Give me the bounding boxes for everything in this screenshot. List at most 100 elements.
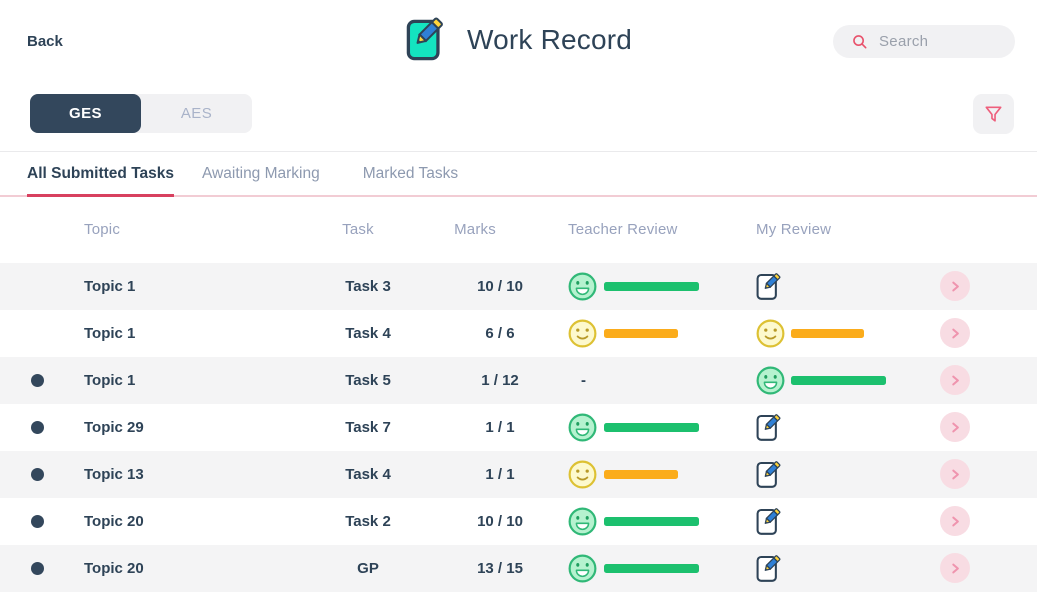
table-row[interactable]: Topic 1 Task 3 10 / 10 <box>0 263 1037 310</box>
table-row[interactable]: Topic 13 Task 4 1 / 1 <box>0 451 1037 498</box>
rating-bar <box>604 470 678 479</box>
column-header-marks: Marks <box>454 221 496 238</box>
rating-bar <box>604 329 678 338</box>
table-column-headers: Topic Task Marks Teacher Review My Revie… <box>0 197 1037 263</box>
work-record-icon <box>405 17 449 63</box>
topic-cell: Topic 29 <box>84 419 144 436</box>
segment-ges-button[interactable]: GES <box>30 94 141 133</box>
tab-awaiting-marking[interactable]: Awaiting Marking <box>202 164 320 182</box>
search-placeholder: Search <box>879 33 929 50</box>
my-review-cell-add-button[interactable] <box>756 451 783 498</box>
rating-bar <box>791 329 864 338</box>
ok-face-icon <box>568 460 597 489</box>
row-detail-chevron-button[interactable] <box>940 318 970 348</box>
table-row[interactable]: Topic 1 Task 4 6 / 6 <box>0 310 1037 357</box>
rating-bar <box>604 282 699 291</box>
funnel-icon <box>982 103 1005 126</box>
column-header-topic: Topic <box>84 221 121 238</box>
my-review-cell-add-button[interactable] <box>756 545 783 592</box>
happy-face-icon <box>568 413 597 442</box>
my-review-cell-add-button[interactable] <box>756 263 783 310</box>
note-pencil-icon <box>756 461 781 488</box>
happy-face-icon <box>756 366 785 395</box>
search-icon <box>852 34 868 50</box>
column-header-task: Task <box>342 221 374 238</box>
rating-bar <box>604 564 699 573</box>
chevron-right-icon <box>951 422 959 432</box>
segmented-control: GES AES <box>30 94 252 133</box>
task-list: Topic 1 Task 3 10 / 10 Topic 1 Task 4 6 … <box>0 263 1037 592</box>
row-detail-chevron-button[interactable] <box>940 506 970 536</box>
marks-cell: 1 / 1 <box>485 466 515 483</box>
chevron-right-icon <box>951 469 959 479</box>
row-detail-chevron-button[interactable] <box>940 412 970 442</box>
task-cell: GP <box>357 560 379 577</box>
happy-face-icon <box>568 507 597 536</box>
header: Back Work Record Search GES AES <box>0 0 1037 152</box>
chevron-right-icon <box>951 516 959 526</box>
chevron-right-icon <box>951 281 959 291</box>
marks-cell: 10 / 10 <box>477 278 523 295</box>
unread-dot-icon <box>31 468 44 481</box>
row-detail-chevron-button[interactable] <box>940 365 970 395</box>
marks-cell: 1 / 12 <box>481 372 519 389</box>
marks-cell: 6 / 6 <box>485 325 515 342</box>
task-cell: Task 2 <box>345 513 391 530</box>
rating-bar <box>791 376 886 385</box>
row-detail-chevron-button[interactable] <box>940 271 970 301</box>
topic-cell: Topic 1 <box>84 278 136 295</box>
unread-dot-icon <box>31 421 44 434</box>
my-review-cell-add-button[interactable] <box>756 498 783 545</box>
teacher-review-cell <box>568 545 699 592</box>
teacher-review-cell: - <box>568 357 586 404</box>
back-button[interactable]: Back <box>27 33 63 50</box>
table-row[interactable]: Topic 29 Task 7 1 / 1 <box>0 404 1037 451</box>
tab-all-submitted-tasks[interactable]: All Submitted Tasks <box>27 152 174 197</box>
note-pencil-icon <box>756 555 781 582</box>
page-title: Work Record <box>466 24 633 55</box>
rating-bar <box>604 517 699 526</box>
marks-cell: 10 / 10 <box>477 513 523 530</box>
unread-dot-icon <box>31 562 44 575</box>
table-row[interactable]: Topic 20 GP 13 / 15 <box>0 545 1037 592</box>
my-review-cell <box>756 310 864 357</box>
table-row[interactable]: Topic 1 Task 5 1 / 12 - <box>0 357 1037 404</box>
note-pencil-icon <box>756 273 781 300</box>
table-row[interactable]: Topic 20 Task 2 10 / 10 <box>0 498 1037 545</box>
task-cell: Task 3 <box>345 278 391 295</box>
my-review-cell <box>756 357 886 404</box>
topic-cell: Topic 20 <box>84 513 144 530</box>
task-cell: Task 5 <box>345 372 391 389</box>
search-input[interactable]: Search <box>833 25 1015 58</box>
column-header-my-review: My Review <box>756 221 832 238</box>
topic-cell: Topic 1 <box>84 372 136 389</box>
my-review-cell-add-button[interactable] <box>756 404 783 451</box>
teacher-review-cell <box>568 498 699 545</box>
segment-aes-button[interactable]: AES <box>141 94 252 133</box>
chevron-right-icon <box>951 328 959 338</box>
topic-cell: Topic 13 <box>84 466 144 483</box>
chevron-right-icon <box>951 375 959 385</box>
topic-cell: Topic 20 <box>84 560 144 577</box>
unread-dot-icon <box>31 374 44 387</box>
task-cell: Task 4 <box>345 325 391 342</box>
tab-bar: All Submitted Tasks Awaiting Marking Mar… <box>0 152 1037 197</box>
task-cell: Task 7 <box>345 419 391 436</box>
note-pencil-icon <box>756 508 781 535</box>
ok-face-icon <box>756 319 785 348</box>
happy-face-icon <box>568 272 597 301</box>
ok-face-icon <box>568 319 597 348</box>
marks-cell: 1 / 1 <box>485 419 515 436</box>
happy-face-icon <box>568 554 597 583</box>
filter-button[interactable] <box>973 94 1014 134</box>
marks-cell: 13 / 15 <box>477 560 523 577</box>
column-header-teacher-review: Teacher Review <box>568 221 678 238</box>
teacher-review-cell <box>568 451 678 498</box>
row-detail-chevron-button[interactable] <box>940 553 970 583</box>
tab-marked-tasks[interactable]: Marked Tasks <box>362 164 459 182</box>
unread-dot-icon <box>31 515 44 528</box>
task-cell: Task 4 <box>345 466 391 483</box>
row-detail-chevron-button[interactable] <box>940 459 970 489</box>
teacher-review-cell <box>568 404 699 451</box>
